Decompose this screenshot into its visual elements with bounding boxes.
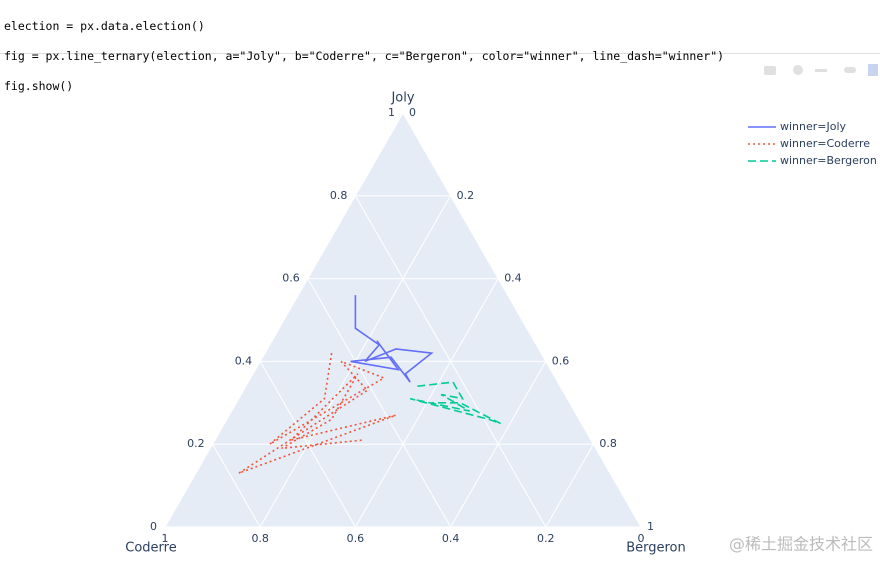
tick-label: 1 [162,532,169,545]
toolbar [764,64,878,76]
tick-label: 0.4 [442,532,460,545]
grid-line [212,443,261,528]
tick-label: 0.8 [599,437,617,450]
legend-label: winner=Bergeron [780,154,877,167]
grid-line [545,443,594,528]
code-line: fig = px.line_ternary(election, a="Joly"… [4,49,725,63]
tick-label: 0.6 [347,532,365,545]
tick-label: 0 [638,532,645,545]
grid-line [164,112,404,528]
legend-label: winner=Joly [780,120,847,133]
axis-title: Joly [390,91,414,106]
tick-label: 0.2 [187,437,205,450]
axis-title: Bergeron [626,541,686,556]
axis-title: Coderre [125,541,176,556]
grid-line [450,361,547,528]
grid-line [307,278,452,528]
chart: @稀土掘金技术社区 00.20.40.60.8100.20.40.60.8100… [125,64,878,556]
tick-label: 0 [409,106,416,119]
tick-label: 0.8 [251,532,269,545]
tick-label: 1 [647,520,654,533]
tick-label: 0.2 [457,189,475,202]
tick-label: 0.8 [330,189,348,202]
tick-label: 0.4 [235,354,253,367]
tick-label: 0.4 [504,272,522,285]
code-line: fig.show() [4,79,74,93]
series-line [350,295,434,383]
tick-label: 0 [150,520,157,533]
legend-label: winner=Coderre [780,137,870,150]
grid-line [402,112,642,528]
watermark: @稀土掘金技术社区 [729,535,873,554]
tick-label: 1 [388,106,395,119]
tick-label: 0.6 [552,354,570,367]
tick-label: 0.2 [537,532,555,545]
ternary-background [165,113,641,527]
code-cell: election = px.data.election() fig = px.l… [0,0,880,93]
tick-label: 0.6 [282,272,300,285]
code-line: election = px.data.election() [4,19,205,33]
